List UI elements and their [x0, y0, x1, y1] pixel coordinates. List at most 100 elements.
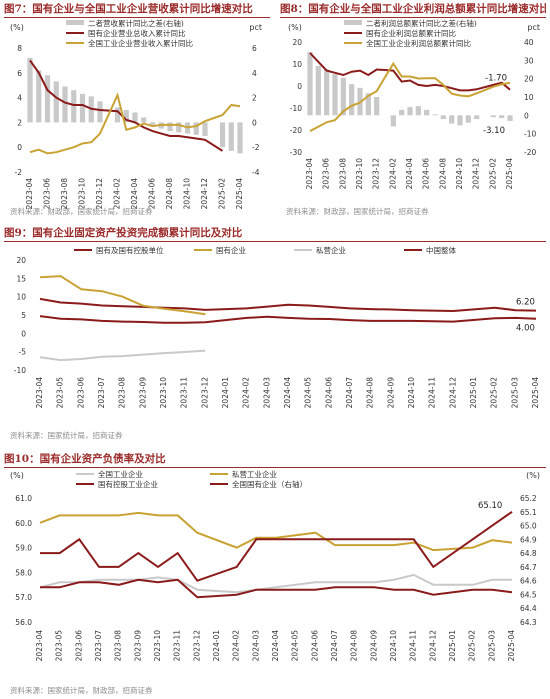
fig8-legend-label: 国有企业利润总额累计同比 [366, 28, 456, 38]
fig10-annotation-soe: 65.10 [478, 501, 502, 511]
fig8-right-y-tick: 20 [524, 75, 534, 84]
fig7-left-y-tick: 2 [17, 118, 22, 127]
fig7-right-unit: pct [249, 23, 262, 32]
fig9-series-line [39, 297, 537, 313]
fig10-left-y-tick: 58.0 [15, 568, 32, 577]
fig9-x-tick: 2024-01 [221, 377, 230, 409]
fig7-bar [27, 57, 33, 123]
fig10-x-tick: 2024-02 [232, 630, 241, 662]
fig7-x-tick: 2024-12 [200, 178, 209, 210]
fig8-bar [365, 93, 371, 116]
fig8-x-tick: 2023-12 [372, 158, 381, 190]
fig9-legend-label: 中国整体 [426, 245, 456, 255]
fig10-source: 资料来源：国家统计局，财政部，招商证券 [10, 686, 153, 695]
fig10-x-tick: 2024-08 [350, 630, 359, 662]
fig8-left-y-tick: 20 [292, 38, 302, 47]
fig8-right-unit: pct [527, 23, 540, 32]
fig9-x-tick: 2024-05 [304, 377, 313, 409]
fig9-y-tick: -10 [14, 366, 26, 375]
fig10-x-tick: 2025-04 [507, 630, 516, 662]
fig9-x-tick: 2025-03 [510, 377, 519, 409]
fig9-panel: 图9：国有企业固定资产投资完成额累计同比及对比 20 15 10 5 0 -5 -10 202… [4, 226, 546, 444]
fig10-x-tick: 2024-12 [428, 630, 437, 662]
fig8-x-tick: 2025-02 [488, 158, 497, 190]
fig10-x-tick: 2025-03 [487, 630, 496, 662]
fig9-title: 图9：国有企业固定资产投资完成额累计同比及对比 [4, 226, 546, 242]
fig10-x-tick: 2023-05 [55, 630, 64, 662]
fig9-x-tick: 2023-04 [35, 377, 44, 409]
fig8-x-tick: 2023-06 [322, 158, 331, 190]
fig8-left-y-tick: 10 [292, 60, 302, 69]
fig7-legend-swatch [66, 20, 84, 25]
fig8-bar [315, 65, 321, 116]
fig8-source: 资料来源：财政部，国家统计局，招商证券 [286, 207, 429, 216]
fig10-x-tick: 2023-10 [153, 630, 162, 662]
fig10-x-tick: 2025-01 [448, 630, 457, 662]
fig7-right-y-tick: 0 [252, 118, 257, 127]
fig7-right-y-tick: 4 [252, 69, 257, 78]
fig8-bar [307, 52, 313, 116]
fig9-x-tick: 2023-08 [118, 377, 127, 409]
fig9-annotation-soe: 6.20 [516, 298, 535, 308]
fig7-legend-label: 国有企业营业总收入累计同比 [88, 28, 186, 38]
fig8-bar [507, 115, 513, 122]
fig8-left-y-tick: 0 [297, 82, 302, 91]
fig8-bar [415, 106, 421, 116]
fig10-right-unit: (%) [526, 471, 540, 480]
fig8-x-tick: 2023-04 [305, 158, 314, 190]
fig7-left-y-tick: 4 [17, 94, 22, 103]
fig10-legend-label: 国有控股工业企业 [98, 479, 158, 489]
fig8-left-y-tick: -30 [290, 148, 302, 157]
fig7-bar [141, 117, 147, 123]
fig8-bar [390, 115, 396, 127]
fig10-series-line [39, 573, 512, 594]
fig10-right-y-tick: 64.8 [520, 549, 537, 558]
fig10-right-y-tick: 65.2 [520, 494, 537, 503]
fig10-x-tick: 2024-07 [330, 630, 339, 662]
fig10-left-y-tick: 56.0 [15, 618, 32, 627]
fig9-legend-label: 私营企业 [316, 245, 346, 255]
fig9-y-tick: 20 [16, 256, 26, 265]
fig9-y-tick: 15 [16, 274, 26, 283]
fig8-x-tick: 2024-12 [472, 158, 481, 190]
fig9-x-tick: 2023-11 [180, 377, 189, 409]
fig9-x-tick: 2023-09 [138, 377, 147, 409]
fig9-legend-label: 国有及国有控股单位 [96, 245, 164, 255]
fig9-x-tick: 2025-02 [490, 377, 499, 409]
fig9-x-tick: 2023-05 [56, 377, 65, 409]
fig7-x-tick: 2024-10 [183, 178, 192, 210]
fig9-x-tick: 2023-06 [76, 377, 85, 409]
fig7-x-tick: 2024-04 [130, 178, 139, 210]
fig8-x-tick: 2024-04 [405, 158, 414, 190]
fig7-bar [97, 101, 103, 123]
fig7-x-tick: 2023-08 [60, 178, 69, 210]
fig10-left-unit: (%) [10, 471, 24, 480]
fig7-x-tick: 2024-06 [148, 178, 157, 210]
fig9-x-tick: 2025-04 [531, 377, 540, 409]
fig10-series-line [39, 511, 513, 552]
fig7-source: 资料来源：财政部，国家统计局，招商证券 [10, 207, 153, 216]
fig8-right-y-tick: 40 [524, 38, 534, 47]
fig9-series-line [39, 315, 537, 324]
fig8-series-line [309, 52, 511, 92]
fig10-x-tick: 2024-09 [369, 630, 378, 662]
fig9-x-tick: 2024-07 [345, 377, 354, 409]
fig8-x-tick: 2023-10 [355, 158, 364, 190]
fig8-right-y-tick: 10 [524, 93, 534, 102]
fig8-bar [399, 109, 405, 116]
fig10-legend-label: 私营工业企业 [232, 469, 277, 479]
fig8-bar [474, 115, 480, 119]
fig7-x-tick: 2023-10 [78, 178, 87, 210]
fig8-left-unit: (%) [288, 23, 302, 32]
fig9-x-tick: 2024-02 [242, 377, 251, 409]
fig8-chart: (%) pct 20 10 0 -10 -20 -30 40 30 20 10 0 -10 -20 2023-… [288, 18, 540, 190]
fig10-x-tick: 2023-06 [74, 630, 83, 662]
fig7-bar [176, 122, 182, 133]
fig10-right-y-tick: 64.9 [520, 535, 537, 544]
fig8-right-y-tick: 0 [524, 111, 529, 120]
fig9-x-tick: 2024-03 [262, 377, 271, 409]
fig10-x-tick: 2024-10 [389, 630, 398, 662]
fig7-bar [202, 122, 208, 137]
fig8-bar [407, 107, 413, 116]
fig10-left-y-tick: 59.0 [15, 544, 32, 553]
